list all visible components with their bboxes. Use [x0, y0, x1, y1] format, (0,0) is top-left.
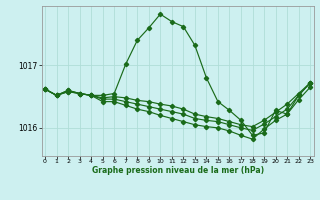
- X-axis label: Graphe pression niveau de la mer (hPa): Graphe pression niveau de la mer (hPa): [92, 166, 264, 175]
